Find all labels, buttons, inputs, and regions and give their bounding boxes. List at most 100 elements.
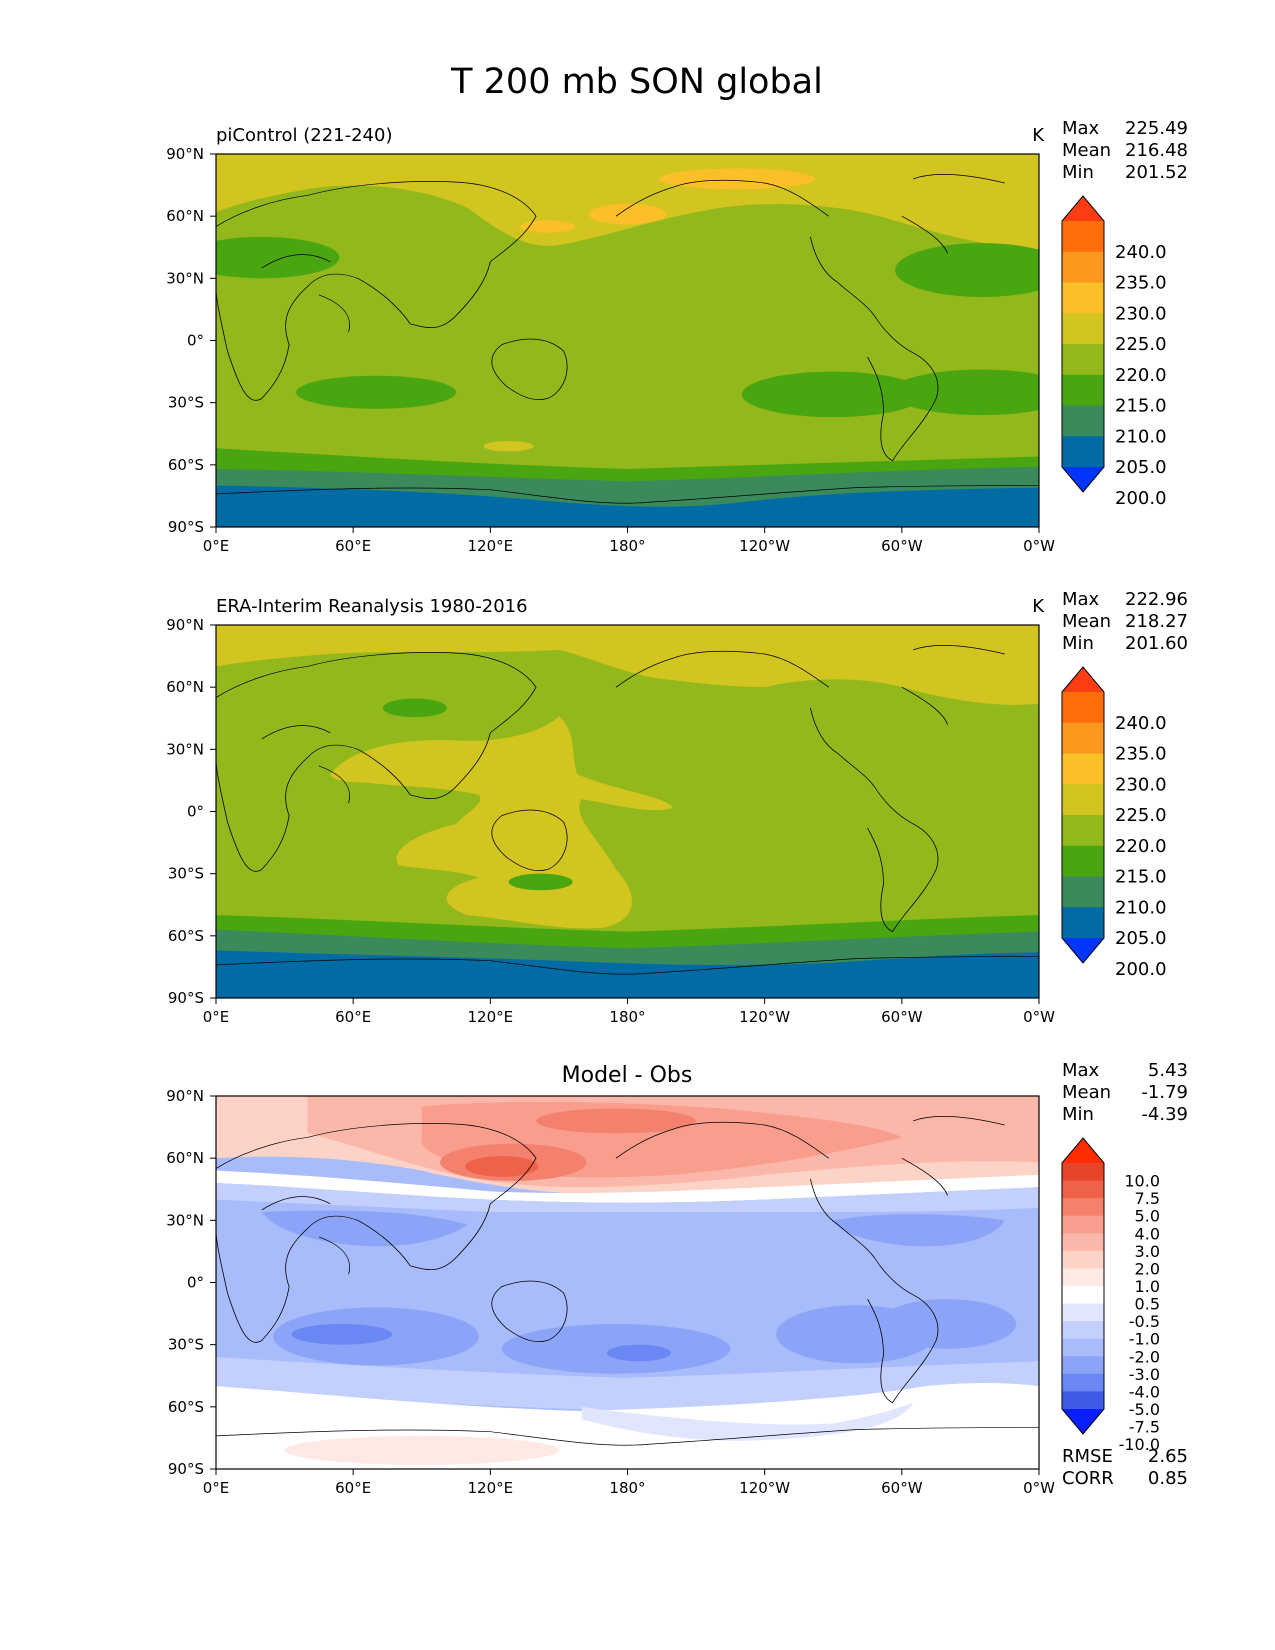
x-tick-label: 60°W [881, 537, 923, 555]
x-tick-label: 120°E [468, 537, 514, 555]
colorbar-label: -7.5 [1129, 1418, 1160, 1437]
colorbar-extend-max [1062, 667, 1104, 692]
colorbar-segment [1062, 1268, 1104, 1287]
contour-neg-north [216, 1183, 1039, 1213]
colorbar-label: -4.0 [1129, 1382, 1160, 1401]
colorbar-segment [1062, 1180, 1104, 1199]
panel-center-title: Model - Obs [562, 1063, 693, 1088]
x-tick-label: 60°E [335, 1008, 371, 1026]
colorbar-segment [1062, 1250, 1104, 1269]
contour-215-asia [382, 698, 447, 718]
x-tick-label: 120°W [739, 537, 790, 555]
y-tick-label: 90°S [168, 989, 204, 1007]
colorbar-label: 235.0 [1115, 744, 1167, 765]
y-tick-label: 60°N [166, 678, 204, 696]
contour-210-satl [890, 369, 1039, 416]
y-tick-label: 90°S [168, 518, 204, 536]
panel-model-minus-obs: Model - Obs [166, 1060, 1188, 1497]
colorbar: 10.07.55.04.03.02.01.00.5-0.5-1.0-2.0-3.… [1061, 1137, 1160, 1454]
colorbar-label: -2.0 [1129, 1347, 1160, 1366]
y-tick-label: 60°N [166, 1149, 204, 1167]
y-tick-label: 0° [187, 332, 204, 350]
stat-mean-value: -1.79 [1141, 1082, 1188, 1103]
x-tick-label: 0°W [1023, 1479, 1055, 1497]
colorbar-label: 225.0 [1115, 805, 1167, 826]
y-tick-label: 30°S [168, 394, 204, 412]
coastlines [216, 173, 1039, 504]
stat-max-value: 225.49 [1125, 118, 1188, 139]
colorbar-segment [1062, 753, 1104, 785]
y-tick-label: 30°N [166, 740, 204, 758]
colorbar-segment [1062, 1391, 1104, 1410]
x-tick-label: 120°W [739, 1479, 790, 1497]
stats-block: Max 222.96 Mean 218.27 Min 201.60 [1062, 589, 1188, 654]
colorbar-segment [1062, 1373, 1104, 1392]
y-tick-label: 90°S [168, 1460, 204, 1478]
stats-block: Max 5.43 Mean -1.79 Min -4.39 [1062, 1060, 1188, 1125]
colorbar-segment [1062, 1321, 1104, 1340]
y-tick-label: 30°S [168, 865, 204, 883]
y-tick-label: 90°N [166, 145, 204, 163]
metric-rmse-label: RMSE [1062, 1446, 1113, 1467]
metric-corr-value: 0.85 [1148, 1468, 1188, 1489]
stat-min-value: 201.52 [1125, 162, 1188, 183]
y-tick-label: 60°S [168, 456, 204, 474]
colorbar-label: 210.0 [1115, 897, 1167, 918]
contour-215-aus [508, 873, 573, 891]
stat-mean-label: Mean [1062, 611, 1111, 632]
x-tick-label: 120°E [468, 1479, 514, 1497]
stats-block: Max 225.49 Mean 216.48 Min 201.52 [1062, 118, 1188, 183]
colorbar-label: 215.0 [1115, 396, 1167, 417]
colorbar-label: 4.0 [1135, 1224, 1160, 1243]
colorbar-label: 225.0 [1115, 334, 1167, 355]
axis-ticks: 0°E 60°E 120°E 180° 120°W 60°W 0°W 90°N 60°N 30°N… [166, 145, 1055, 555]
map-field [216, 625, 1039, 998]
stat-min-label: Min [1062, 162, 1094, 183]
colorbar-segment [1062, 1198, 1104, 1217]
contour-arctic-220 [216, 154, 1039, 250]
colorbar-label: 240.0 [1115, 713, 1167, 734]
colorbar-label: 1.0 [1135, 1277, 1160, 1296]
colorbar-segment [1062, 876, 1104, 908]
x-tick-label: 0°E [203, 1479, 230, 1497]
contour-pos-antarctic [284, 1435, 559, 1465]
contour-neg-2-north [261, 1210, 468, 1247]
stat-min-value: 201.60 [1125, 633, 1188, 654]
colorbar-segment [1062, 845, 1104, 877]
colorbar-segment [1062, 722, 1104, 754]
contour-neg-2-atl [833, 1214, 1005, 1247]
colorbar-label: 230.0 [1115, 303, 1167, 324]
colorbar-label: 10.0 [1124, 1172, 1160, 1191]
y-tick-label: 60°N [166, 207, 204, 225]
map-field [216, 154, 1039, 527]
y-tick-label: 90°N [166, 1087, 204, 1105]
stat-max-label: Max [1062, 1060, 1100, 1081]
contour-neg-4-spac [606, 1344, 671, 1362]
x-tick-label: 60°E [335, 537, 371, 555]
stat-mean-label: Mean [1062, 1082, 1111, 1103]
colorbar-label: 2.0 [1135, 1259, 1160, 1278]
coastlines [216, 1115, 1039, 1446]
stat-max-label: Max [1062, 118, 1100, 139]
colorbar-segment [1062, 692, 1104, 724]
colorbar-label: 7.5 [1135, 1189, 1160, 1208]
figure-title: T 200 mb SON global [450, 62, 823, 102]
axis-ticks: 0°E 60°E 120°E 180° 120°W 60°W 0°W 90°N 60°N 30°N… [166, 1087, 1055, 1497]
colorbar-segment [1062, 1356, 1104, 1375]
colorbar-outline [1061, 666, 1105, 964]
y-tick-label: 90°N [166, 616, 204, 634]
colorbar-label: -3.0 [1129, 1365, 1160, 1384]
colorbar-segment [1062, 1233, 1104, 1252]
colorbar-label: 215.0 [1115, 867, 1167, 888]
contour-asia-220 [330, 716, 674, 929]
colorbar-label: -5.0 [1129, 1400, 1160, 1419]
contour-warm-225c [520, 220, 575, 233]
colorbar-segment [1062, 374, 1104, 406]
colorbar-extend-min [1062, 467, 1104, 492]
colorbar-label: 230.0 [1115, 774, 1167, 795]
colorbar-segment [1062, 1303, 1104, 1322]
colorbar-label: 5.0 [1135, 1207, 1160, 1226]
colorbar-segment [1062, 1215, 1104, 1234]
contour-north-pos5 [465, 1156, 539, 1177]
colorbar-label: 220.0 [1115, 365, 1167, 386]
